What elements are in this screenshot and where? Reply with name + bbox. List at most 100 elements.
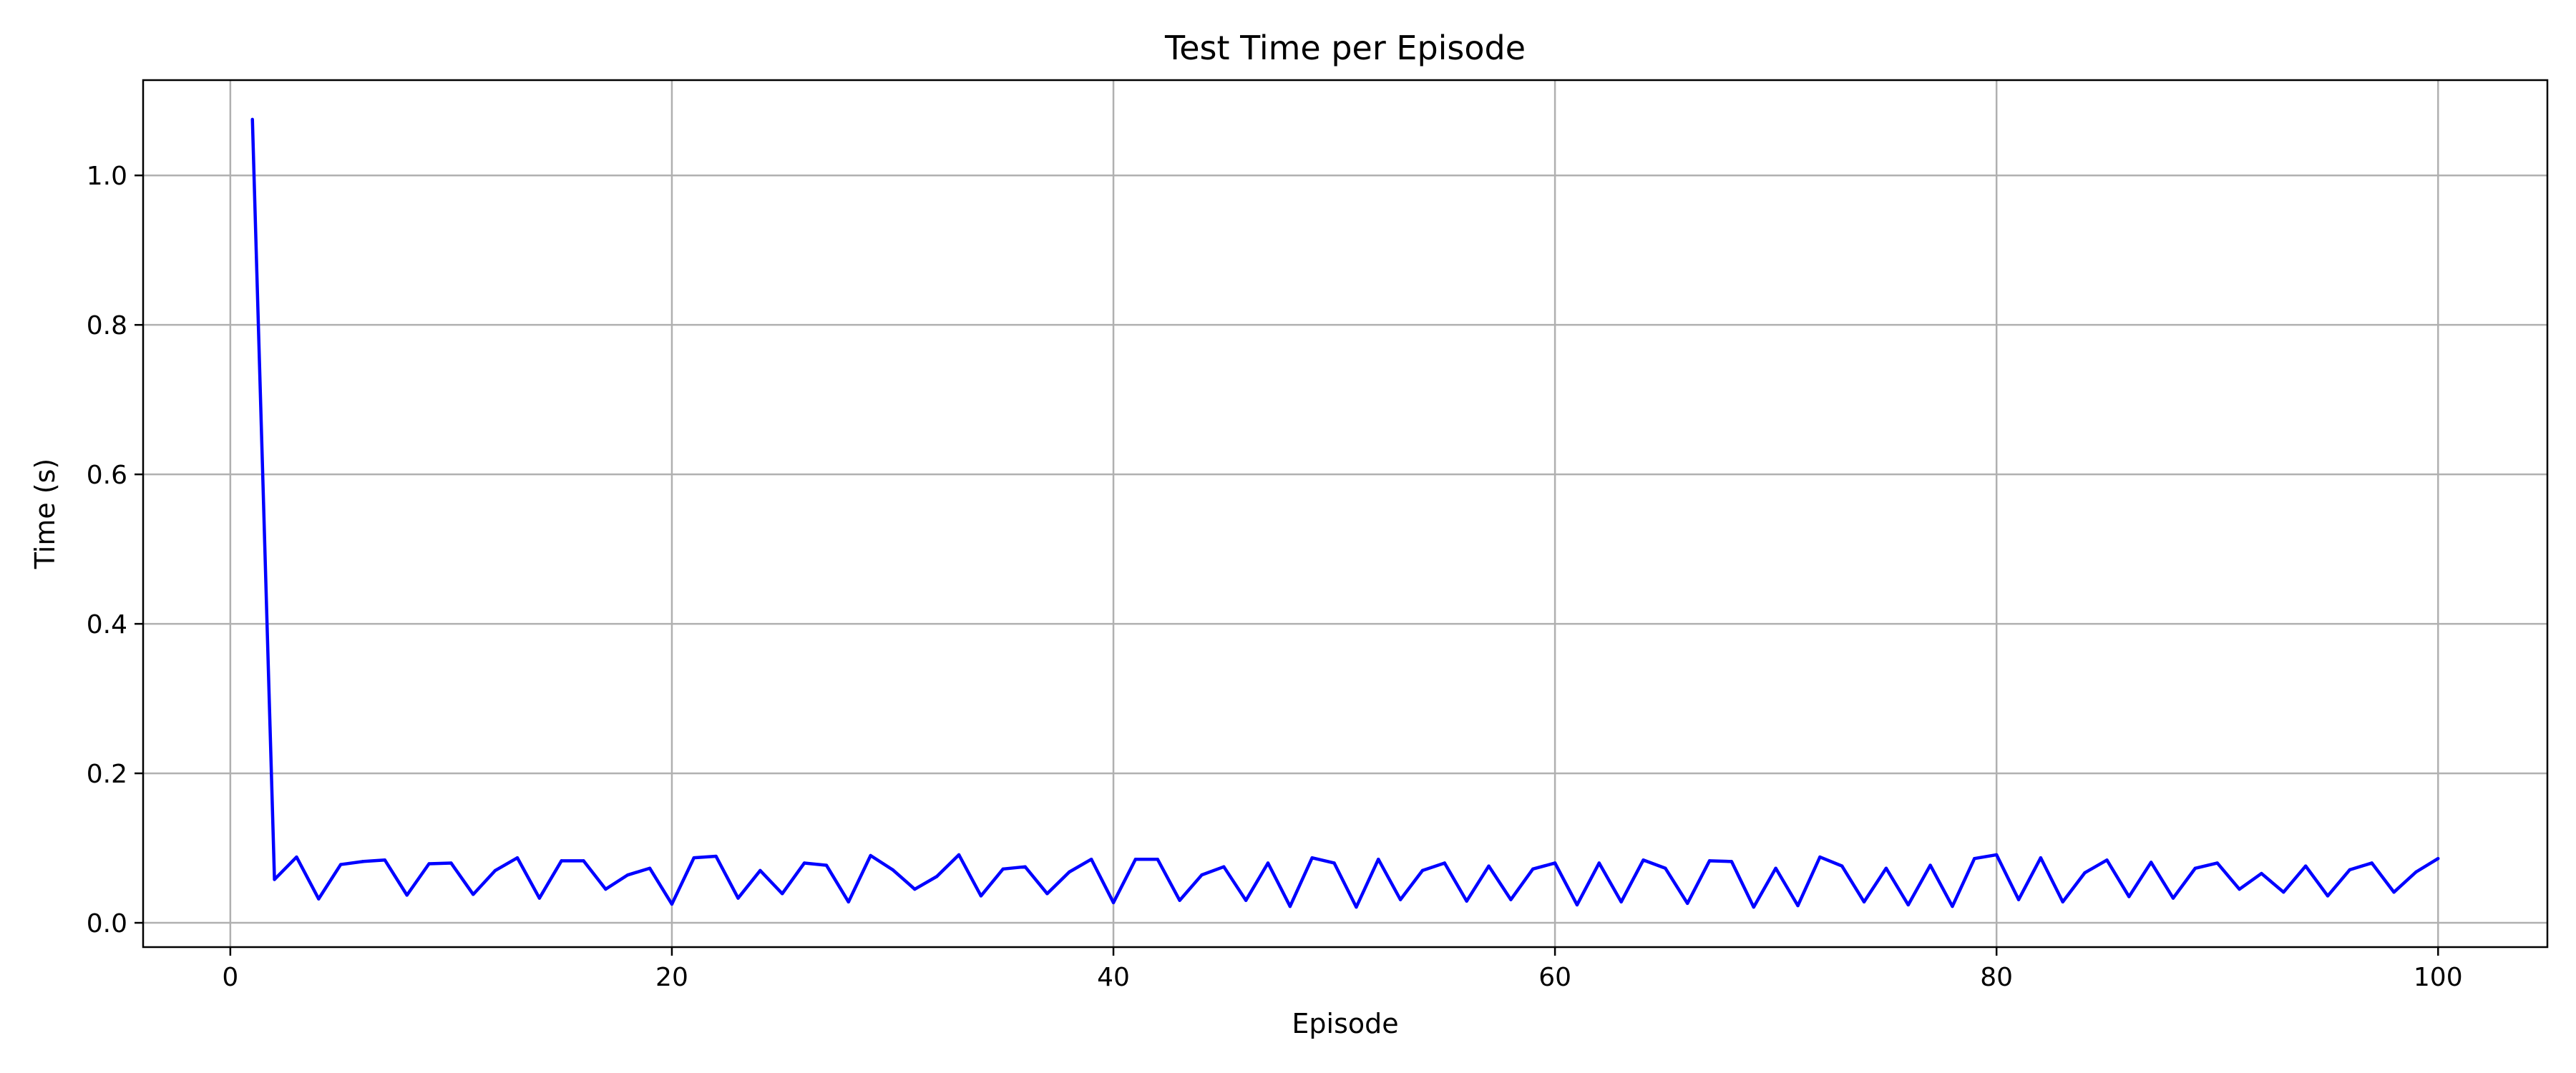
data-point [824,863,829,867]
data-point [472,893,475,896]
y-axis-title: Time (s) [29,459,61,570]
data-point [1664,866,1667,870]
data-point [869,853,872,858]
x-tick-label: 40 [1097,963,1130,992]
data-point [1531,867,1535,871]
data-point [361,860,365,863]
data-point [714,854,718,858]
data-point [1553,861,1557,865]
data-point [582,859,585,863]
data-point [979,894,983,898]
data-point [1133,858,1138,861]
data-point [493,868,497,873]
data-point [1111,901,1116,905]
data-point [338,863,343,866]
data-point [1332,861,1336,865]
data-point [1906,903,1910,907]
data-point [648,866,652,870]
data-point [891,868,894,872]
data-point [1288,904,1292,908]
data-point [2061,900,2064,903]
data-point [1156,858,1159,861]
y-tick-label: 0.6 [87,461,127,490]
data-point [2149,861,2153,864]
data-point [1641,858,1645,862]
data-point [957,853,961,857]
data-point [1089,858,1093,861]
data-point [1509,898,1513,901]
data-point [2436,856,2440,861]
data-point [2238,887,2241,891]
data-point [692,856,696,860]
data-point [2392,891,2396,894]
data-point [1862,900,1866,903]
data-point [1355,905,1358,909]
data-point [1200,873,1204,877]
data-point [1222,865,1226,868]
data-point [758,868,762,873]
y-tick-label: 0.4 [87,610,127,640]
data-point [2370,861,2373,865]
data-point [537,896,542,900]
data-point [2171,896,2175,900]
data-point [1818,855,1822,859]
y-tick-label: 0.0 [87,909,127,939]
data-point [1597,861,1601,865]
data-point [1244,898,1248,902]
x-axis-title: Episode [1292,1008,1398,1039]
data-point [1619,900,1623,903]
data-point [1443,861,1447,865]
x-tick-label: 0 [222,963,238,992]
y-tick-label: 0.8 [87,311,127,340]
data-point [250,117,254,122]
x-tick-label: 100 [2414,963,2463,992]
data-point [405,893,409,897]
data-point [1420,868,1425,873]
data-point [847,900,850,903]
data-point [1266,861,1270,865]
chart-title: Test Time per Episode [1164,29,1526,67]
data-point [2127,895,2131,898]
series-layer [250,117,2440,909]
data-point [1023,865,1027,868]
data-point [913,887,917,891]
data-point [1398,898,1402,901]
data-point [1774,866,1777,870]
data-point [2260,871,2263,876]
data-point [1884,866,1888,870]
data-point [1377,858,1380,861]
data-point [317,897,321,901]
data-point [1951,904,1954,908]
series-line [250,119,2439,909]
data-point [1575,903,1579,907]
data-point [670,902,674,906]
y-tick-label: 0.2 [87,760,127,789]
data-point [1994,853,1999,857]
grid [143,80,2547,947]
data-point [2105,858,2109,862]
y-tick-label: 1.0 [87,162,127,191]
data-point [1928,863,1932,867]
data-point [2016,898,2021,901]
data-point [1178,898,1181,902]
data-point [449,861,453,865]
data-point [2414,870,2418,874]
data-point [2282,891,2285,894]
data-point [295,855,298,859]
data-point [1465,899,1468,903]
data-point [515,856,519,860]
x-tick-label: 20 [655,963,688,992]
data-point [383,858,387,862]
data-point [736,896,740,900]
data-point [1686,901,1689,906]
data-point [2326,894,2330,898]
data-point [2215,861,2219,865]
data-point [802,861,806,865]
data-point [604,887,608,891]
data-point [1001,867,1005,871]
data-point [427,862,431,866]
data-point [935,875,939,878]
data-point [273,878,276,881]
data-point [1840,864,1844,868]
